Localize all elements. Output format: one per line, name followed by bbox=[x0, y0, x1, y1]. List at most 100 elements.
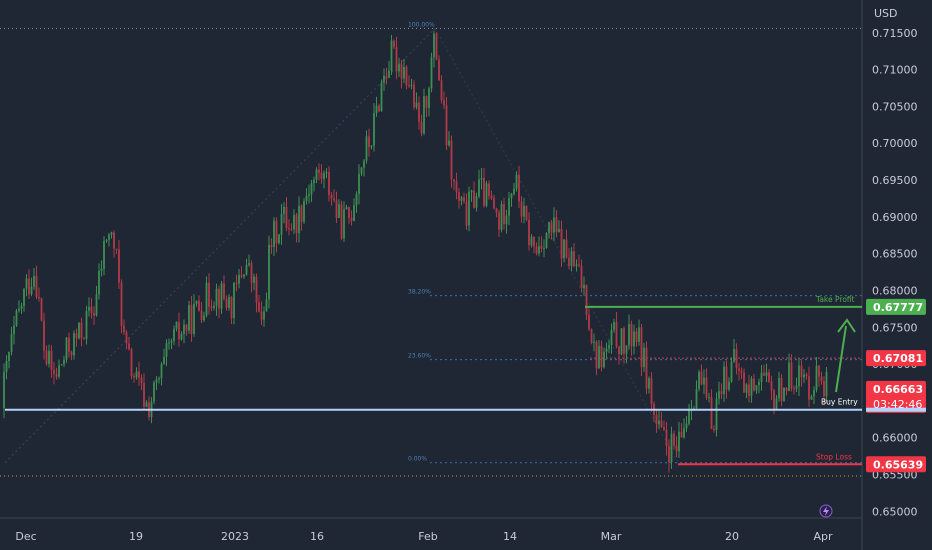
candle-body bbox=[175, 322, 178, 329]
candle-body bbox=[393, 40, 395, 48]
current-price-text: 0.66663 bbox=[873, 383, 923, 396]
candle-body bbox=[750, 378, 753, 397]
candle-body bbox=[328, 172, 330, 196]
candle-body bbox=[683, 428, 685, 438]
candle-body bbox=[515, 174, 518, 189]
candle-body bbox=[163, 356, 165, 365]
candle-body bbox=[485, 183, 488, 206]
candle-body bbox=[673, 433, 675, 446]
candle-body bbox=[358, 173, 360, 195]
candle-body bbox=[725, 366, 728, 390]
candle-body bbox=[280, 213, 283, 235]
candle-body bbox=[723, 366, 725, 394]
candle-body bbox=[768, 372, 770, 382]
candle-body bbox=[115, 248, 118, 250]
candle-body bbox=[108, 234, 110, 240]
candle-body bbox=[230, 296, 233, 319]
candle-body bbox=[25, 278, 28, 289]
candle-body bbox=[118, 249, 120, 283]
candle-body bbox=[340, 204, 343, 239]
candle-body bbox=[430, 57, 433, 89]
candle-body bbox=[620, 328, 623, 355]
price-tick-label: 0.69500 bbox=[872, 174, 918, 187]
candle-body bbox=[85, 310, 88, 339]
candle-body bbox=[120, 282, 123, 326]
candle-body bbox=[288, 228, 290, 230]
candle-body bbox=[385, 75, 388, 78]
candle-body bbox=[635, 331, 638, 342]
candle-body bbox=[555, 217, 558, 233]
candle-body bbox=[570, 251, 573, 266]
candle-body bbox=[770, 381, 773, 391]
candle-body bbox=[10, 334, 13, 353]
candle-body bbox=[728, 381, 730, 390]
candle-body bbox=[718, 391, 720, 399]
candle-body bbox=[355, 194, 358, 206]
candle-body bbox=[310, 183, 313, 195]
candle-body bbox=[560, 229, 563, 259]
candle-body bbox=[530, 236, 533, 246]
candle-body bbox=[465, 201, 468, 226]
candle-body bbox=[40, 298, 43, 321]
candle-body bbox=[13, 325, 15, 335]
candle-body bbox=[398, 64, 400, 72]
candle-body bbox=[663, 427, 665, 430]
candle-body bbox=[268, 245, 270, 300]
candle-body bbox=[273, 220, 275, 247]
price-tick-label: 0.67500 bbox=[872, 321, 918, 334]
candle-body bbox=[415, 102, 418, 108]
candle-body bbox=[88, 306, 90, 311]
candle-body bbox=[613, 321, 615, 330]
candle-body bbox=[418, 102, 420, 122]
candle-body bbox=[730, 361, 733, 382]
candle-body bbox=[253, 276, 255, 283]
fib-trend-line bbox=[4, 27, 436, 464]
candle-body bbox=[365, 136, 368, 161]
time-tick-label: Apr bbox=[813, 530, 833, 543]
candle-body bbox=[640, 327, 643, 367]
candle-body bbox=[53, 369, 55, 375]
candle-body bbox=[233, 282, 235, 319]
candle-body bbox=[498, 212, 500, 230]
candle-body bbox=[598, 346, 600, 369]
candle-body bbox=[8, 352, 10, 362]
candle-body bbox=[243, 274, 245, 277]
candle-body bbox=[285, 206, 288, 229]
candle-body bbox=[740, 370, 743, 373]
candle-body bbox=[345, 207, 348, 210]
candle-body bbox=[333, 198, 335, 201]
candle-body bbox=[648, 378, 650, 389]
price-tick-label: 0.71500 bbox=[872, 27, 918, 40]
candle-body bbox=[348, 207, 350, 218]
candle-body bbox=[178, 322, 180, 340]
candle-body bbox=[675, 445, 678, 452]
candle-body bbox=[133, 376, 135, 378]
candle-body bbox=[368, 136, 370, 147]
candle-body bbox=[193, 303, 195, 334]
candle-body bbox=[788, 362, 790, 391]
candle-body bbox=[220, 283, 223, 309]
candle-body bbox=[83, 338, 85, 340]
candle-body bbox=[278, 234, 280, 244]
candle-body bbox=[213, 305, 215, 309]
candle-body bbox=[523, 205, 525, 217]
candle-body bbox=[103, 240, 105, 269]
candle-body bbox=[660, 420, 663, 428]
stop-loss-label: Stop Loss bbox=[816, 452, 852, 461]
candle-body bbox=[775, 398, 778, 410]
candle-body bbox=[720, 391, 723, 394]
candle-body bbox=[335, 200, 338, 218]
candle-body bbox=[43, 320, 45, 351]
candle-body bbox=[825, 371, 828, 397]
candle-body bbox=[453, 179, 455, 182]
price-tick-label: 0.68500 bbox=[872, 248, 918, 261]
candle-body bbox=[63, 359, 65, 365]
candle-body bbox=[438, 59, 440, 81]
candle-body bbox=[190, 305, 193, 334]
candle-body bbox=[713, 428, 715, 431]
candle-body bbox=[650, 378, 653, 404]
candle-body bbox=[605, 348, 608, 352]
candle-body bbox=[28, 278, 30, 295]
